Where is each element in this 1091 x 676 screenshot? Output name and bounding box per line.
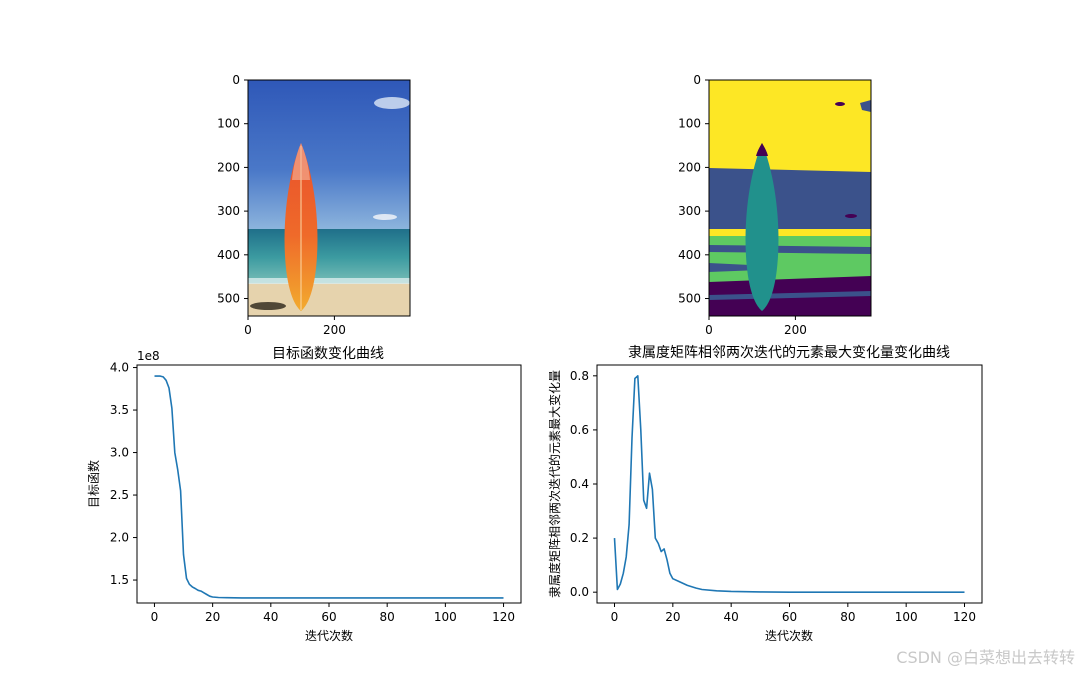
segmentation-axes: 0 200 0 100 200 300 400 500 [678, 73, 807, 337]
y-tick-label: 200 [217, 160, 240, 174]
cluster-region [709, 168, 871, 231]
cluster-region [709, 291, 871, 300]
series-line [613, 374, 965, 594]
y-tick-label: 500 [678, 292, 701, 306]
y-axis-label: 隶属度矩阵相邻两次迭代的元素最大变化量 [547, 370, 562, 598]
segmentation-map [709, 80, 871, 316]
x-tick-label: 60 [782, 610, 797, 624]
y-tick-label: 0.2 [570, 531, 589, 545]
y-tick-label: 1.5 [110, 573, 129, 587]
y-tick-label: 2.0 [110, 531, 129, 545]
y-tick-label: 200 [678, 160, 701, 174]
x-tick-label: 0 [151, 610, 159, 624]
plot-frame [596, 364, 983, 604]
y-tick-label: 400 [678, 248, 701, 262]
y-tick-label: 500 [217, 292, 240, 306]
photo-frame [247, 79, 411, 317]
series-line [154, 375, 504, 599]
segmentation-panel: 0 200 0 100 200 300 400 500 [678, 73, 872, 337]
y-tick-label: 0.0 [570, 585, 589, 599]
x-tick-label: 0 [611, 610, 619, 624]
cluster-region [745, 143, 779, 311]
x-tick-label: 40 [724, 610, 739, 624]
y-tick-label: 300 [678, 204, 701, 218]
x-tick-label: 20 [665, 610, 680, 624]
x-tick-label: 200 [784, 323, 807, 337]
y-tick-label: 0 [693, 73, 701, 87]
cluster-region [835, 102, 845, 106]
membership-change-chart: 隶属度矩阵相邻两次迭代的元素最大变化量变化曲线 0 20 40 60 80 100 120 0… [547, 345, 983, 643]
y-tick-label: 0 [232, 73, 240, 87]
x-axis-label: 迭代次数 [305, 628, 353, 643]
x-axis-label: 迭代次数 [765, 628, 813, 643]
y-tick-label: 0.8 [570, 369, 589, 383]
cluster-region [709, 229, 871, 235]
x-tick-label: 20 [205, 610, 220, 624]
axis-offset-label: 1e8 [137, 349, 160, 363]
x-tick-label: 100 [895, 610, 918, 624]
objective-chart: 目标函数变化曲线 0 20 40 60 80 100 120 1.5 2.0 2.5 3.0 3.5 4… [86, 346, 522, 643]
y-tick-label: 400 [217, 248, 240, 262]
y-tick-label: 2.5 [110, 488, 129, 502]
y-tick-label: 100 [678, 117, 701, 131]
y-tick-label: 3.0 [110, 446, 129, 460]
chart-title: 隶属度矩阵相邻两次迭代的元素最大变化量变化曲线 [628, 345, 950, 361]
surfboard-photo [248, 80, 410, 316]
y-tick-label: 3.5 [110, 403, 129, 417]
x-tick-label: 120 [492, 610, 515, 624]
x-tick-label: 60 [321, 610, 336, 624]
photo-axes: 0 200 0 100 200 300 400 500 [217, 73, 346, 337]
x-tick-label: 80 [840, 610, 855, 624]
plot-frame [136, 364, 522, 604]
y-tick-label: 4.0 [110, 361, 129, 375]
x-tick-label: 200 [323, 323, 346, 337]
y-tick-label: 300 [217, 204, 240, 218]
y-tick-label: 0.4 [570, 477, 589, 491]
x-tick-label: 0 [244, 323, 252, 337]
x-tick-label: 40 [263, 610, 278, 624]
y-tick-label: 100 [217, 117, 240, 131]
y-tick-label: 0.6 [570, 423, 589, 437]
chart-title: 目标函数变化曲线 [272, 346, 384, 362]
x-tick-label: 120 [953, 610, 976, 624]
segmentation-frame [708, 79, 872, 317]
cluster-region [845, 214, 857, 218]
photo-panel: 0 200 0 100 200 300 400 500 [217, 73, 411, 337]
cluster-region [756, 143, 768, 156]
y-axis-label: 目标函数 [86, 460, 101, 508]
x-tick-label: 100 [434, 610, 457, 624]
x-tick-label: 0 [705, 323, 713, 337]
cluster-region [860, 100, 871, 112]
x-tick-label: 80 [380, 610, 395, 624]
watermark: CSDN @白菜想出去转转 [896, 648, 1075, 667]
